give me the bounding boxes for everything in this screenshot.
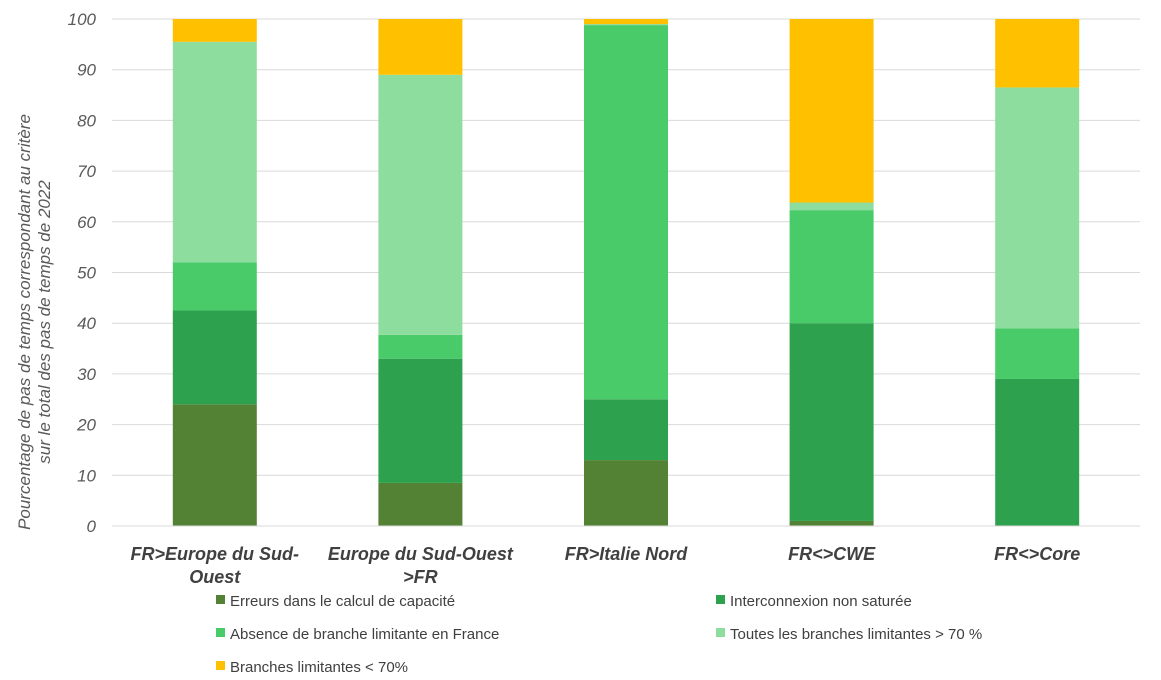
bar-segment (378, 334, 463, 359)
legend-label: Erreurs dans le calcul de capacité (230, 593, 455, 610)
bar-segment (584, 460, 668, 526)
bar-segment (995, 87, 1080, 329)
y-tick-label: 40 (77, 314, 96, 333)
y-tick-label: 30 (77, 365, 96, 384)
bar-segment (172, 262, 257, 311)
bar-segment (172, 19, 257, 42)
x-category-label: FR<>CWE (788, 544, 876, 564)
legend-label: Absence de branche limitante en France (230, 626, 499, 643)
legend-swatch (216, 595, 225, 604)
y-tick-label: 80 (77, 111, 96, 130)
bar-segment (584, 24, 668, 26)
y-tick-label: 100 (68, 10, 97, 29)
x-category-label: >FR (403, 567, 438, 587)
bar-segment (172, 41, 257, 263)
x-category-label: FR<>Core (994, 544, 1080, 564)
legend-label: Toutes les branches limitantes > 70 % (730, 626, 982, 643)
legend-swatch (216, 661, 225, 670)
x-category-label: Europe du Sud-Ouest (328, 544, 514, 564)
bar-segment (172, 404, 257, 526)
bar-segment (789, 520, 874, 526)
x-category-label: FR>Europe du Sud- (131, 544, 300, 564)
y-tick-label: 70 (77, 162, 96, 181)
y-tick-label: 0 (87, 517, 97, 536)
bars (172, 19, 1080, 526)
bar-segment (378, 74, 463, 335)
y-axis-label-line: Pourcentage de pas de temps correspondan… (15, 114, 34, 530)
y-tick-label: 60 (77, 213, 96, 232)
legend-label: Branches limitantes < 70% (230, 659, 408, 676)
y-tick-label: 10 (77, 466, 96, 485)
legend-label: Interconnexion non saturée (730, 593, 912, 610)
bar-segment (378, 482, 463, 526)
bar-segment (584, 19, 668, 25)
x-category-label: Ouest (189, 567, 241, 587)
bar-segment (995, 328, 1080, 379)
y-tick-label: 90 (77, 61, 96, 80)
bar-segment (172, 310, 257, 405)
x-category-label: FR>Italie Nord (565, 544, 689, 564)
bar-segment (995, 19, 1080, 88)
x-axis-categories: FR>Europe du Sud- Ouest Europe du Sud-Oues… (131, 544, 1081, 587)
bar-segment (789, 19, 874, 203)
legend-swatch (716, 595, 725, 604)
y-axis-label: Pourcentage de pas de temps correspondan… (15, 114, 54, 530)
y-tick-label: 20 (76, 416, 96, 435)
bar-segment (584, 399, 668, 461)
y-axis-ticks: 0 10 20 30 40 50 60 70 80 90 100 (68, 10, 97, 536)
y-tick-label: 50 (77, 264, 96, 283)
y-axis-label-line: sur le total des pas de temps de 2022 (35, 180, 54, 464)
bar-segment (995, 378, 1080, 526)
bar-segment (789, 210, 874, 324)
bar-segment (584, 25, 668, 400)
bar-segment (789, 323, 874, 521)
bar-segment (378, 19, 463, 75)
legend-swatch (716, 628, 725, 637)
legend: Erreurs dans le calcul de capacité Interc… (216, 593, 982, 676)
bar-segment (789, 202, 874, 211)
bar-segment (378, 358, 463, 483)
legend-swatch (216, 628, 225, 637)
